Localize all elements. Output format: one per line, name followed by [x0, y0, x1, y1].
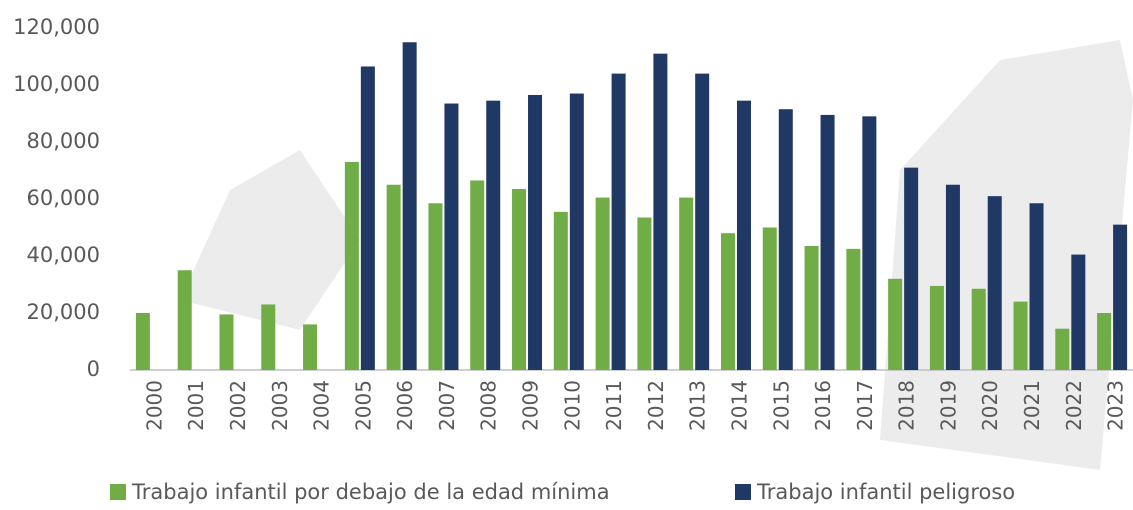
bar — [470, 180, 484, 370]
bar — [679, 198, 693, 370]
x-tick-label: 2012 — [644, 380, 668, 431]
x-tick-label: 2023 — [1104, 380, 1128, 431]
bar — [653, 54, 667, 370]
x-tick-label: 2019 — [936, 380, 960, 431]
bar — [988, 196, 1002, 370]
y-tick-label: 0 — [87, 357, 100, 381]
bar — [596, 198, 610, 370]
y-tick-label: 20,000 — [27, 300, 100, 324]
x-tick-label: 2009 — [519, 380, 543, 431]
x-tick-label: 2011 — [602, 380, 626, 431]
y-tick-label: 100,000 — [13, 72, 100, 96]
x-tick-label: 2021 — [1020, 380, 1044, 431]
bar — [219, 314, 233, 370]
bar — [695, 74, 709, 370]
bar — [1113, 225, 1127, 370]
y-tick-label: 40,000 — [27, 243, 100, 267]
legend-swatch — [735, 484, 751, 500]
y-tick-label: 80,000 — [27, 129, 100, 153]
bar — [779, 109, 793, 370]
bar — [512, 189, 526, 370]
bar — [403, 42, 417, 370]
x-tick-label: 2007 — [435, 380, 459, 431]
bar — [261, 304, 275, 370]
bar — [1014, 302, 1028, 370]
x-tick-label: 2003 — [268, 380, 292, 431]
chart: 0 20,000 40,000 60,000 80,000 100,000 120,000 2… — [0, 0, 1133, 506]
bar — [763, 228, 777, 371]
bar — [721, 233, 735, 370]
bar — [136, 313, 150, 370]
bar — [486, 101, 500, 370]
bar — [554, 212, 568, 370]
x-tick-label: 2002 — [226, 380, 250, 431]
x-tick-label: 2000 — [142, 380, 166, 431]
x-tick-label: 2022 — [1062, 380, 1086, 431]
bar — [361, 66, 375, 370]
bar — [946, 185, 960, 370]
bar — [737, 101, 751, 370]
x-tick-label: 2010 — [560, 380, 584, 431]
bar — [846, 249, 860, 370]
bar — [972, 289, 986, 370]
bar — [862, 116, 876, 370]
x-tick-label: 2001 — [184, 380, 208, 431]
legend-label: Trabajo infantil peligroso — [756, 480, 1015, 504]
bar — [1097, 313, 1111, 370]
bar — [888, 279, 902, 370]
x-tick-label: 2020 — [978, 380, 1002, 431]
x-tick-label: 2006 — [393, 380, 417, 431]
bar — [1030, 203, 1044, 370]
bar — [1055, 329, 1069, 370]
bar — [930, 286, 944, 370]
bar — [387, 185, 401, 370]
y-tick-label: 60,000 — [27, 186, 100, 210]
x-tick-label: 2017 — [853, 380, 877, 431]
bar — [428, 203, 442, 370]
legend-swatch — [110, 484, 126, 500]
bar — [303, 324, 317, 370]
x-tick-label: 2005 — [351, 380, 375, 431]
x-tick-label: 2018 — [895, 380, 919, 431]
legend-label: Trabajo infantil por debajo de la edad m… — [131, 480, 610, 504]
bar — [444, 104, 458, 370]
bar — [1071, 255, 1085, 370]
x-tick-label: 2013 — [686, 380, 710, 431]
bar — [805, 246, 819, 370]
y-tick-label: 120,000 — [13, 15, 100, 39]
bar — [345, 162, 359, 370]
x-tick-label: 2008 — [477, 380, 501, 431]
bar — [612, 74, 626, 370]
bar — [904, 168, 918, 370]
x-tick-label: 2016 — [811, 380, 835, 431]
x-tick-label: 2014 — [727, 380, 751, 431]
bar — [178, 270, 192, 370]
x-tick-label: 2015 — [769, 380, 793, 431]
bar — [528, 95, 542, 370]
bar — [637, 218, 651, 370]
bar — [570, 94, 584, 370]
x-tick-label: 2004 — [310, 380, 334, 431]
bar — [821, 115, 835, 370]
